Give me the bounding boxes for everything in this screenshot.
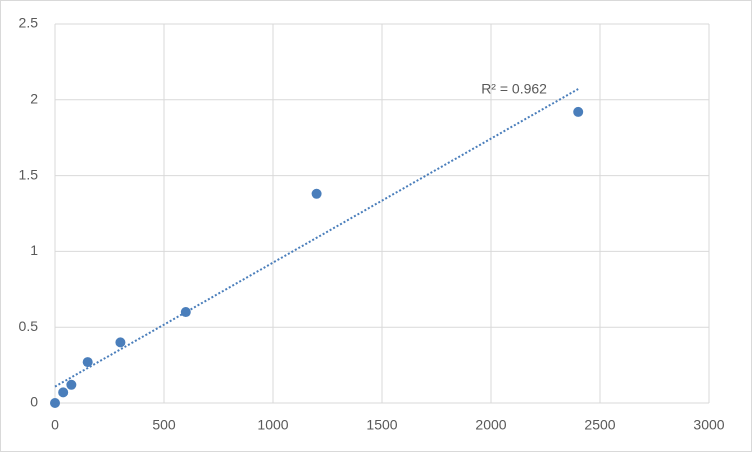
x-tick-label: 1500 [366,417,397,433]
x-tick-label: 2000 [475,417,506,433]
data-point [573,106,584,117]
trendline-label: R² = 0.962 [481,81,547,97]
data-point [50,398,60,408]
x-tick-label: 2500 [584,417,615,433]
y-tick-label: 1 [30,242,38,258]
data-point [311,188,322,199]
data-point [115,337,126,348]
data-point [82,357,93,368]
x-tick-label: 500 [152,417,176,433]
x-tick-label: 1000 [257,417,288,433]
y-tick-label: 0 [30,394,38,410]
x-tick-label: 3000 [693,417,724,433]
data-point [58,387,69,398]
y-tick-label: 2 [30,91,38,107]
y-tick-label: 1.5 [19,166,39,182]
data-point [180,307,191,318]
data-point [66,379,77,390]
x-tick-label: 0 [51,417,59,433]
trendline [54,88,579,388]
y-tick-label: 0.5 [19,318,39,334]
y-tick-label: 2.5 [19,15,39,31]
